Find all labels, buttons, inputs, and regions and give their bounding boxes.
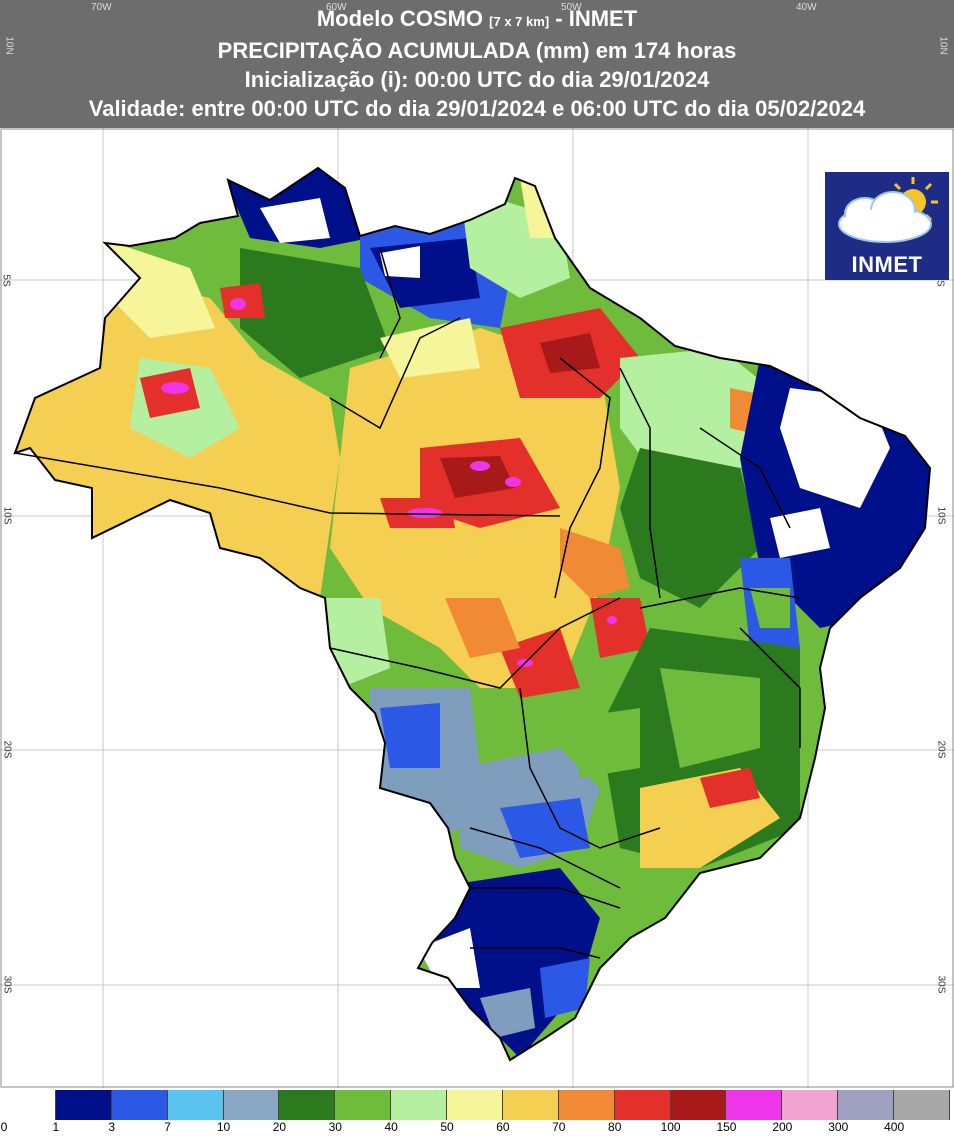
- logo-graphic: [838, 177, 938, 243]
- legend-swatch: [894, 1090, 950, 1120]
- legend-label: 1: [52, 1120, 60, 1134]
- legend-label: 200: [772, 1120, 793, 1134]
- legend-label: 150: [716, 1120, 737, 1134]
- legend-label: 40: [384, 1120, 398, 1134]
- precipitation-legend: 0 1 3 7 10 20 30 40 50 60 70 80 100 150 200 300 400: [0, 1088, 954, 1136]
- legend-swatch: [782, 1090, 839, 1120]
- latitude-labels-left: 10N 5S 10S 20S 30S: [0, 0, 15, 1088]
- legend-label: 300: [828, 1120, 849, 1134]
- legend-swatch: [558, 1090, 615, 1120]
- model-resolution: [7 x 7 km]: [489, 14, 550, 29]
- legend-swatch: [55, 1090, 112, 1120]
- validity-text: Validade: entre 00:00 UTC do dia 29/01/2…: [88, 96, 866, 121]
- model-title: Modelo COSMO: [316, 6, 484, 31]
- state-borders: [14, 247, 801, 959]
- lat-label-10n-right: 10N: [937, 36, 949, 55]
- legend-label: 10: [216, 1120, 231, 1134]
- legend-label: 20: [272, 1120, 287, 1134]
- lat-label-20s-right: 20S: [935, 740, 947, 759]
- lat-label-10s-right: 10S: [935, 506, 947, 525]
- initialization-text: Inicialização (i): 00:00 UTC do dia 29/0…: [244, 67, 710, 92]
- lon-label-70w: 70W: [91, 2, 112, 13]
- legend-swatch: [279, 1090, 336, 1120]
- legend-label: 50: [440, 1120, 454, 1134]
- legend-swatch: [111, 1090, 168, 1120]
- legend-swatch: [726, 1090, 783, 1120]
- legend-swatch: [0, 1090, 56, 1120]
- legend-label: 30: [328, 1120, 342, 1134]
- legend-label: 7: [164, 1120, 171, 1134]
- map-header: Modelo COSMO [7 x 7 km] - INMET PRECIPIT…: [0, 0, 954, 128]
- legend-label: 80: [608, 1120, 622, 1134]
- legend-swatch: [335, 1090, 392, 1120]
- map-frame: [0, 128, 954, 1088]
- latitude-labels-right: 10N 5S 10S 20S 30S: [934, 0, 952, 1088]
- legend-color-bar: [0, 1090, 950, 1120]
- map-canvas: 70W: [0, 128, 954, 1088]
- legend-label: 3: [108, 1120, 116, 1134]
- legend-label: 400: [884, 1120, 905, 1134]
- lon-label-60w: 60W: [326, 2, 347, 13]
- legend-swatch: [670, 1090, 727, 1120]
- legend-label: 70: [552, 1120, 566, 1134]
- lat-label-10s-left: 10S: [1, 506, 13, 525]
- legend-swatch: [838, 1090, 894, 1120]
- legend-swatch: [447, 1090, 503, 1120]
- lat-label-30s-left: 30S: [1, 975, 13, 994]
- legend-swatch: [502, 1090, 559, 1120]
- longitude-label-row: 70W 60W 50W 40W: [0, 2, 954, 16]
- inmet-logo: INMET: [825, 172, 949, 280]
- logo-text: INMET: [851, 252, 923, 277]
- precipitation-field: [15, 168, 930, 1060]
- brazil-outline: [13, 166, 932, 1062]
- lat-label-5s-left: 5S: [0, 274, 12, 287]
- legend-label: 60: [496, 1120, 510, 1134]
- legend-swatch: [614, 1090, 671, 1120]
- lat-label-30s-right: 30S: [935, 975, 947, 994]
- lat-label-20s-left: 20S: [1, 740, 13, 759]
- legend-label: 0: [0, 1120, 8, 1134]
- cloud-icon: [838, 191, 932, 243]
- lon-label-50w: 50W: [561, 2, 582, 13]
- map-subtitle: PRECIPITAÇÃO ACUMULADA (mm) em 174 horas: [217, 38, 737, 63]
- legend-swatch: [167, 1090, 224, 1120]
- legend-swatch: [391, 1090, 447, 1120]
- legend-swatch: [223, 1090, 280, 1120]
- title-line: Modelo COSMO [7 x 7 km] - INMET: [0, 4, 954, 36]
- precipitation-map: 70W: [0, 128, 954, 1088]
- lon-label-40w: 40W: [796, 2, 817, 13]
- model-source: - INMET: [555, 6, 638, 31]
- lat-label-10n-left: 10N: [3, 36, 15, 55]
- legend-label: 100: [660, 1120, 681, 1134]
